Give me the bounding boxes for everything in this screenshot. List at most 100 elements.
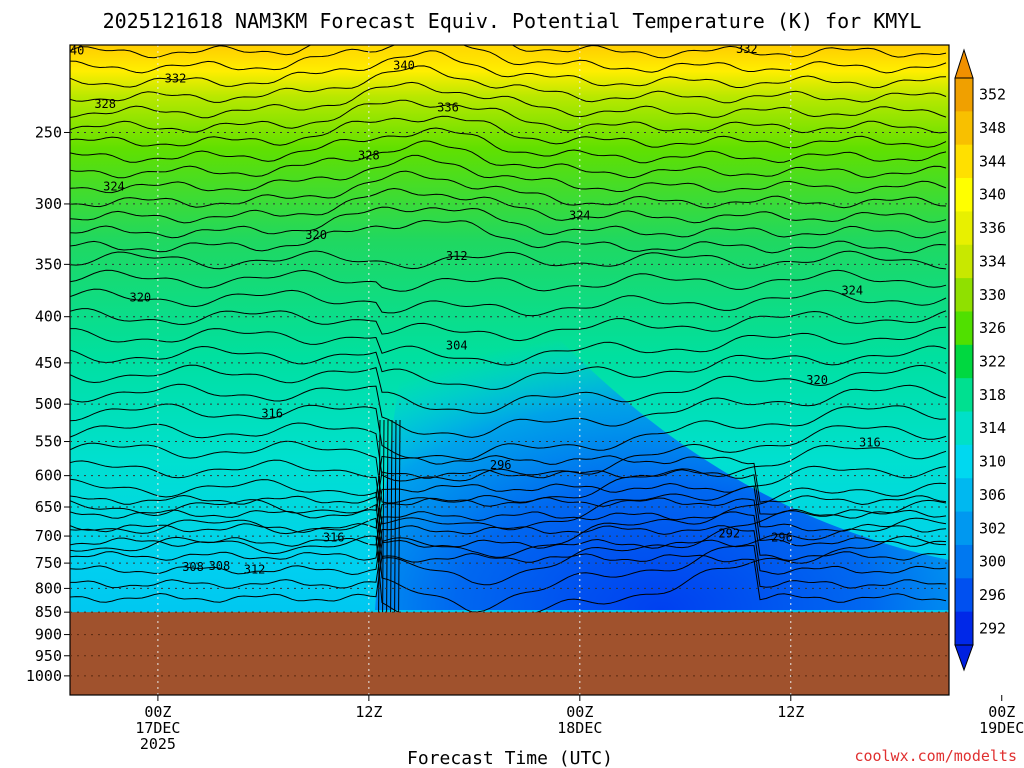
contour-label: 304 <box>446 339 468 353</box>
contour-line <box>70 187 947 224</box>
colorbar-segment <box>955 411 973 446</box>
y-tick-label: 800 <box>35 579 62 597</box>
contour-label: 308 <box>182 560 204 574</box>
colorbar-segment <box>955 78 973 112</box>
colorbar-segment <box>955 311 973 346</box>
x-tick-label: 18DEC <box>557 719 602 737</box>
ground-fill <box>70 612 949 695</box>
contour-label: 292 <box>718 527 740 541</box>
contour-line <box>70 170 947 209</box>
y-tick-label: 450 <box>35 354 62 372</box>
x-tick-label: 00Z <box>988 703 1015 721</box>
contour-line <box>70 422 947 482</box>
colorbar-label: 322 <box>979 353 1006 371</box>
plot-area: 340 332 328 340 336 332 328 324 324 320 312 320 324 3… <box>70 45 949 695</box>
x-tick-label: 19DEC <box>979 719 1024 737</box>
colorbar-segment <box>955 578 973 613</box>
colorbar-label: 334 <box>979 252 1006 270</box>
colorbar-label: 326 <box>979 319 1006 337</box>
contour-label: 316 <box>323 531 345 545</box>
colorbar-label: 318 <box>979 386 1006 404</box>
colorbar: 352 348 344 340 336 334 330 326 322 318 314 310 306 3… <box>954 48 1006 672</box>
contour-line <box>70 455 947 506</box>
y-tick-label: 500 <box>35 395 62 413</box>
colorbar-label: 340 <box>979 186 1006 204</box>
y-tick-label: 400 <box>35 308 62 326</box>
colorbar-segment <box>955 611 973 646</box>
contour-label: 324 <box>103 180 125 194</box>
contour-label: 316 <box>859 435 881 449</box>
contour-label: 328 <box>358 149 380 163</box>
contour-line <box>70 525 947 576</box>
contour-line <box>70 308 947 342</box>
colorbar-frame <box>954 77 974 646</box>
x-tick-label: 17DEC <box>135 719 180 737</box>
colorbar-label: 300 <box>979 553 1006 571</box>
x-tick-label: 00Z <box>566 703 593 721</box>
colorbar-segment <box>955 478 973 513</box>
contour-line <box>70 440 947 504</box>
contour-label: 296 <box>771 531 793 545</box>
contour-line <box>70 497 947 547</box>
colorbar-label: 348 <box>979 119 1006 137</box>
colorbar-segment <box>955 211 973 246</box>
colorbar-label: 344 <box>979 152 1006 170</box>
contour-line <box>70 459 947 531</box>
x-axis-label: Forecast Time (UTC) <box>407 748 613 768</box>
contour-line <box>70 403 947 461</box>
colorbar-segment <box>955 278 973 312</box>
contour-line <box>70 345 947 390</box>
contour-label: 296 <box>490 458 512 472</box>
cold-pool <box>375 261 949 610</box>
colorbar-top-arrow <box>954 48 974 79</box>
contour-label: 324 <box>569 208 591 222</box>
contour-label: 312 <box>446 249 468 263</box>
y-tick-label: 950 <box>35 647 62 665</box>
credit-text: coolwx.com/modelts <box>854 747 1017 765</box>
colorbar-segment <box>955 111 973 146</box>
colorbar-label: 314 <box>979 419 1006 437</box>
contour-line <box>70 538 947 589</box>
colorbar-segment <box>955 344 973 379</box>
contour-lines <box>70 45 947 695</box>
contour-line <box>70 511 947 562</box>
colorbar-segment <box>955 244 973 279</box>
contour-line <box>70 250 947 270</box>
plot-frame <box>69 44 950 696</box>
contour-label: 324 <box>841 284 863 298</box>
contour-line <box>70 99 947 134</box>
x-tick-label: 2025 <box>140 735 176 753</box>
colorbar-label: 310 <box>979 453 1006 471</box>
colorbar-label: 292 <box>979 619 1006 637</box>
colorbar-label: 352 <box>979 86 1006 104</box>
contour-line <box>70 154 947 194</box>
contour-line <box>70 364 947 414</box>
colorbar-segment <box>955 544 973 579</box>
contour-label: 316 <box>261 406 283 420</box>
contour-line <box>70 288 947 317</box>
contour-line <box>70 326 947 366</box>
x-tick-label: 12Z <box>355 703 382 721</box>
colorbar-segment <box>955 144 973 179</box>
y-tick-label: 250 <box>35 123 62 141</box>
warm-core-aloft <box>250 45 590 120</box>
contour-label: 308 <box>209 559 231 573</box>
x-tick-label: 00Z <box>144 703 171 721</box>
contour-label: 320 <box>129 291 151 305</box>
contour-label: 332 <box>165 71 187 85</box>
contour-line <box>70 50 947 89</box>
y-tick-label: 600 <box>35 467 62 485</box>
contour-line <box>70 206 947 239</box>
contour-line <box>70 469 947 519</box>
contour-label: 328 <box>94 97 116 111</box>
contour-line <box>70 81 947 119</box>
contour-line <box>70 517 947 613</box>
colorbar-label: 296 <box>979 586 1006 604</box>
chart-title: 2025121618 NAM3KM Forecast Equiv. Potent… <box>103 9 922 33</box>
y-axis: 250 300 350 400 450 500 550 600 650 700 750 800 850 9… <box>26 123 949 685</box>
y-tick-label: 750 <box>35 554 62 572</box>
contour-line <box>70 115 947 149</box>
colorbar-segment <box>955 178 973 212</box>
y-tick-label: 900 <box>35 626 62 644</box>
